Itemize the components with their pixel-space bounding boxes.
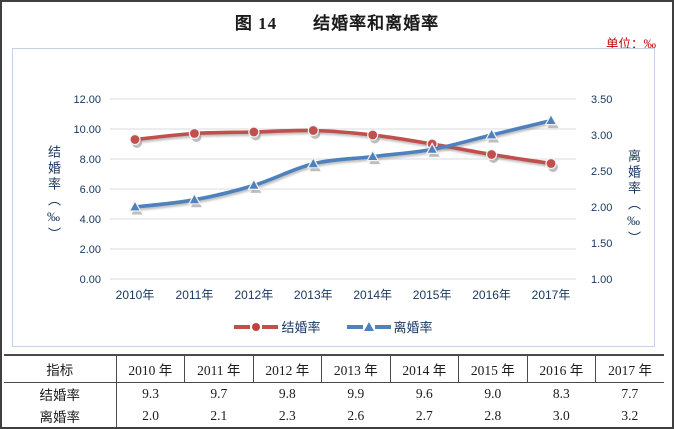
svg-text:2016年: 2016年	[472, 288, 511, 302]
table-cell: 2.3	[278, 408, 296, 423]
table-header-row: 指标 2010 年 2011 年 2012 年 2013 年 2014 年 20…	[4, 355, 664, 383]
svg-text:4.00: 4.00	[80, 214, 101, 226]
table-row-marriage: 结婚率 9.3 9.7 9.8 9.9 9.6 9.0 8.3 7.7	[4, 382, 664, 405]
svg-text:2.00: 2.00	[80, 244, 101, 256]
table-row-divorce: 离婚率 2.0 2.1 2.3 2.6 2.7 2.8 3.0 3.2	[4, 405, 664, 427]
table-cell: 9.7	[210, 386, 228, 401]
marriage-line-marker-icon	[234, 322, 279, 331]
svg-text:2017年: 2017年	[532, 288, 571, 302]
divorce-line-marker-icon	[346, 321, 391, 331]
header-cell: 指标	[4, 355, 116, 383]
legend-item-marriage: 结婚率	[234, 317, 321, 336]
table-cell: 9.8	[278, 386, 296, 401]
header-cell: 2013 年	[321, 355, 390, 383]
page-title: 图 14 结婚率和离婚率	[234, 14, 440, 33]
svg-text:2014年: 2014年	[353, 288, 392, 302]
svg-text:2010年: 2010年	[116, 288, 155, 302]
svg-text:8.00: 8.00	[80, 154, 101, 166]
svg-text:2.00: 2.00	[591, 202, 612, 214]
header-cell: 2014 年	[389, 355, 459, 383]
svg-text:2011年: 2011年	[176, 288, 214, 302]
line-chart: 0.00 2.00 4.00 6.00 8.00 10.00 12.00 1.00 1.50 2.…	[73, 94, 612, 302]
table-cell: 3.0	[552, 408, 570, 423]
chart-legend: 结婚率 离婚率	[13, 317, 654, 336]
table-cell: 9.0	[484, 386, 502, 401]
legend-label-marriage: 结婚率	[281, 320, 321, 335]
table-cell: 2.7	[415, 408, 433, 423]
table-cell: 3.2	[621, 408, 639, 423]
svg-text:1.00: 1.00	[591, 274, 612, 286]
chart-frame: 0.00 2.00 4.00 6.00 8.00 10.00 12.00 1.00 1.50 2.…	[12, 48, 655, 347]
row-label: 结婚率	[39, 388, 81, 403]
svg-text:3.00: 3.00	[591, 130, 612, 142]
header-cell: 2016 年	[526, 355, 596, 383]
table-cell: 2.8	[484, 408, 502, 423]
svg-text:2012年: 2012年	[235, 288, 274, 302]
table-cell: 2.0	[115, 405, 185, 427]
data-table: 指标 2010 年 2011 年 2012 年 2013 年 2014 年 20…	[4, 354, 664, 427]
table-cell: 2.6	[347, 408, 365, 423]
svg-text:2013年: 2013年	[294, 288, 333, 302]
header-cell: 2015 年	[458, 355, 527, 383]
svg-text:2.50: 2.50	[591, 166, 612, 178]
svg-text:2015年: 2015年	[413, 288, 452, 302]
header-cell: 2010 年	[115, 355, 185, 383]
svg-text:12.00: 12.00	[73, 94, 101, 106]
legend-item-divorce: 离婚率	[346, 317, 433, 336]
unit-label: 单位：‰	[605, 37, 656, 51]
table-cell: 7.7	[621, 386, 639, 401]
header-cell: 2011 年	[184, 355, 253, 383]
table-cell: 8.3	[552, 386, 570, 401]
header-cell: 2017 年	[595, 355, 664, 383]
row-label: 离婚率	[39, 410, 81, 425]
svg-text:3.50: 3.50	[591, 94, 612, 106]
header-cell: 2012 年	[252, 355, 322, 383]
svg-text:1.50: 1.50	[591, 238, 612, 250]
table-cell: 9.6	[415, 386, 433, 401]
table-cell: 9.9	[347, 386, 365, 401]
svg-text:10.00: 10.00	[73, 124, 101, 136]
svg-text:0.00: 0.00	[80, 274, 101, 286]
right-axis-title: 离婚率（‰）	[626, 149, 641, 247]
left-axis-title: 结婚率（‰）	[46, 145, 61, 243]
table-cell: 2.1	[210, 408, 228, 423]
svg-text:6.00: 6.00	[80, 184, 101, 196]
legend-label-divorce: 离婚率	[393, 320, 433, 335]
table-cell: 9.3	[115, 382, 185, 405]
